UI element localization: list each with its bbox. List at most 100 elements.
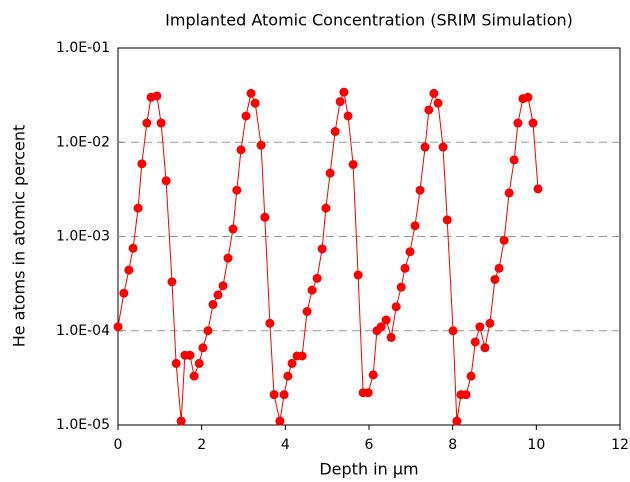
- data-point: [452, 416, 462, 426]
- data-point: [325, 168, 335, 178]
- data-point: [283, 371, 293, 381]
- data-point: [321, 203, 331, 213]
- data-point: [448, 326, 458, 336]
- x-tick-label: 6: [365, 437, 374, 453]
- x-tick-label: 8: [448, 437, 457, 453]
- data-point: [246, 88, 256, 98]
- data-point: [265, 318, 275, 328]
- data-point: [137, 159, 147, 169]
- data-point: [167, 277, 177, 287]
- data-point: [208, 299, 218, 309]
- data-point: [424, 105, 434, 115]
- y-tick-label: 1.0E-01: [56, 40, 110, 56]
- data-point: [339, 87, 349, 97]
- data-point: [400, 263, 410, 273]
- data-point: [232, 185, 242, 195]
- data-point: [312, 273, 322, 283]
- data-point: [438, 142, 448, 152]
- data-point: [376, 322, 386, 332]
- data-point: [330, 127, 340, 137]
- data-point: [317, 244, 327, 254]
- data-point: [275, 416, 285, 426]
- data-point: [279, 390, 289, 400]
- data-point: [113, 322, 123, 332]
- data-point: [490, 274, 500, 284]
- data-point: [198, 343, 208, 353]
- data-point: [189, 371, 199, 381]
- data-point: [297, 351, 307, 361]
- data-point: [213, 290, 223, 300]
- data-point: [368, 370, 378, 380]
- data-point: [499, 235, 509, 245]
- data-point: [152, 91, 162, 101]
- data-point: [142, 118, 152, 128]
- data-point: [433, 98, 443, 108]
- y-tick-label: 1.0E-03: [56, 229, 110, 245]
- data-point: [228, 224, 238, 234]
- data-point: [218, 281, 228, 291]
- data-point: [128, 243, 138, 253]
- data-point: [250, 98, 260, 108]
- y-axis-label: He atoms in atomic percent: [10, 125, 29, 348]
- chart-title: Implanted Atomic Concentration (SRIM Sim…: [165, 11, 573, 30]
- data-point: [509, 155, 519, 165]
- data-point: [223, 253, 233, 263]
- data-point: [528, 118, 538, 128]
- data-point: [269, 390, 279, 400]
- data-point: [256, 140, 266, 150]
- data-point: [156, 118, 166, 128]
- data-point: [302, 307, 312, 317]
- data-point: [176, 416, 186, 426]
- x-axis-label: Depth in µm: [319, 460, 418, 479]
- data-point: [171, 358, 181, 368]
- data-point: [124, 265, 134, 275]
- data-point: [466, 371, 476, 381]
- data-point: [461, 390, 471, 400]
- x-tick-label: 0: [114, 437, 123, 453]
- data-point: [410, 221, 420, 231]
- x-tick-label: 12: [611, 437, 629, 453]
- y-tick-label: 1.0E-02: [56, 134, 110, 150]
- x-tick-label: 4: [281, 437, 290, 453]
- data-point: [533, 184, 543, 194]
- data-point: [161, 176, 171, 186]
- data-point: [335, 97, 345, 107]
- data-point: [396, 282, 406, 292]
- data-point: [236, 145, 246, 155]
- data-point: [353, 270, 363, 280]
- data-point: [241, 111, 251, 121]
- data-line: [117, 90, 539, 422]
- data-point: [470, 337, 480, 347]
- data-point: [260, 212, 270, 222]
- data-point: [523, 92, 533, 102]
- data-point: [429, 88, 439, 98]
- y-tick-label: 1.0E-05: [56, 417, 110, 433]
- data-point: [203, 326, 213, 336]
- data-point: [405, 247, 415, 257]
- data-point: [381, 315, 391, 325]
- data-point: [415, 185, 425, 195]
- y-tick-label: 1.0E-04: [56, 323, 110, 339]
- data-point: [504, 188, 514, 198]
- x-tick-label: 2: [197, 437, 206, 453]
- data-point: [420, 142, 430, 152]
- data-point: [287, 358, 297, 368]
- data-point: [475, 322, 485, 332]
- data-point: [348, 160, 358, 170]
- data-point: [133, 203, 143, 213]
- data-point: [494, 263, 504, 273]
- data-point: [391, 302, 401, 312]
- data-point: [363, 388, 373, 398]
- data-point: [480, 343, 490, 353]
- x-tick-label: 10: [527, 437, 545, 453]
- data-point: [185, 350, 195, 360]
- data-point: [485, 318, 495, 328]
- data-point: [307, 285, 317, 295]
- data-point: [386, 332, 396, 342]
- data-point: [513, 118, 523, 128]
- data-point: [194, 358, 204, 368]
- data-point: [442, 215, 452, 225]
- data-point: [119, 288, 129, 298]
- data-point: [343, 111, 353, 121]
